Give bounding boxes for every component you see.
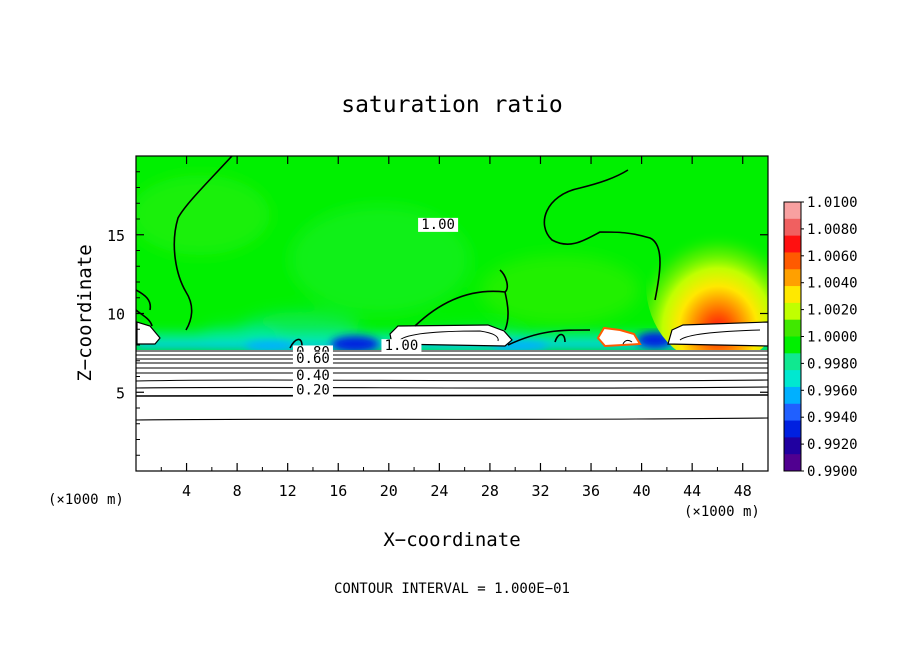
colorbar-label: 0.9980 — [807, 356, 858, 372]
y-axis: 5 10 15 — [107, 171, 768, 456]
colorbar-label: 0.9920 — [807, 437, 858, 453]
colorbar-swatch — [784, 252, 801, 270]
x-tick-label: 20 — [380, 482, 398, 500]
x-tick-label: 24 — [430, 482, 448, 500]
colorbar-label: 1.0060 — [807, 249, 858, 265]
contour-label: 1.00 — [421, 217, 455, 233]
stable-isolines — [136, 350, 768, 421]
contour-label-bg — [381, 339, 422, 354]
contours-1.00 — [136, 156, 661, 349]
stable-layer-region — [136, 350, 768, 471]
contour-label: 0.60 — [296, 351, 330, 367]
x-tick-label: 12 — [279, 482, 297, 500]
x-tick-label: 16 — [329, 482, 347, 500]
colorbar: 1.0100 1.0080 1.0060 1.0040 1.0020 1.0000 0.99… — [783, 195, 858, 480]
x-axis-unit-left: (×1000 m) — [48, 492, 124, 508]
colorbar-swatch — [784, 420, 801, 438]
colorbar-swatch — [784, 286, 801, 304]
x-tick-label: 40 — [633, 482, 651, 500]
y-tick-label: 5 — [116, 384, 125, 402]
colorbar-swatch — [784, 302, 801, 321]
y-axis-label: Z−coordinate — [74, 244, 96, 381]
colorbar-label: 0.9900 — [807, 464, 858, 480]
x-tick-label: 48 — [734, 482, 752, 500]
colorbar-label: 1.0080 — [807, 222, 858, 238]
colorbar-label: 1.0020 — [807, 303, 858, 319]
colorbar-swatch — [784, 403, 801, 422]
x-tick-label: 8 — [233, 482, 242, 500]
colorbar-label: 1.0000 — [807, 330, 858, 346]
contour-label: 0.20 — [296, 382, 330, 398]
plot-area — [136, 156, 768, 471]
contour-label: 1.00 — [385, 338, 419, 354]
colorbar-swatch — [784, 319, 801, 337]
x-tick-label: 28 — [481, 482, 499, 500]
contour-label-bg — [292, 383, 333, 398]
colorbar-swatch — [784, 454, 801, 472]
contour-label-bg — [292, 351, 333, 366]
contour-label-bg — [292, 369, 333, 384]
x-tick-label: 32 — [531, 482, 549, 500]
chart-title: saturation ratio — [341, 92, 563, 118]
colorbar-swatch — [784, 437, 801, 455]
colorbar-swatch — [784, 218, 801, 237]
colorbar-label: 0.9940 — [807, 410, 858, 426]
x-axis: 4 8 12 16 20 24 28 32 36 40 44 48 — [160, 156, 769, 500]
colorbar-swatch — [784, 269, 801, 287]
y-tick-label: 15 — [107, 227, 125, 245]
y-tick-label: 10 — [107, 306, 125, 324]
contour-label-bg — [418, 217, 459, 232]
dry-pockets — [245, 332, 673, 352]
colorbar-swatch — [784, 353, 801, 371]
x-tick-label: 44 — [683, 482, 701, 500]
cloud-inner-contours — [399, 329, 761, 345]
x-tick-label: 36 — [582, 482, 600, 500]
contour-label: 0.40 — [296, 368, 330, 384]
colorbar-label: 0.9960 — [807, 383, 858, 399]
colorbar-swatch — [784, 336, 801, 354]
colorbar-swatch — [784, 370, 801, 388]
colorbar-label: 1.0100 — [807, 195, 858, 211]
contour-interval-note: CONTOUR INTERVAL = 1.000E−01 — [334, 581, 570, 597]
x-axis-label: X−coordinate — [383, 529, 520, 551]
x-axis-unit-right: (×1000 m) — [684, 504, 760, 520]
contour-labels: 1.001.000.800.600.400.20 — [292, 217, 459, 398]
colorbar-swatch — [784, 235, 801, 253]
colorbar-label: 1.0040 — [807, 276, 858, 292]
colorbar-swatch — [784, 202, 801, 220]
x-tick-label: 4 — [182, 482, 191, 500]
colorbar-swatch — [784, 386, 801, 405]
